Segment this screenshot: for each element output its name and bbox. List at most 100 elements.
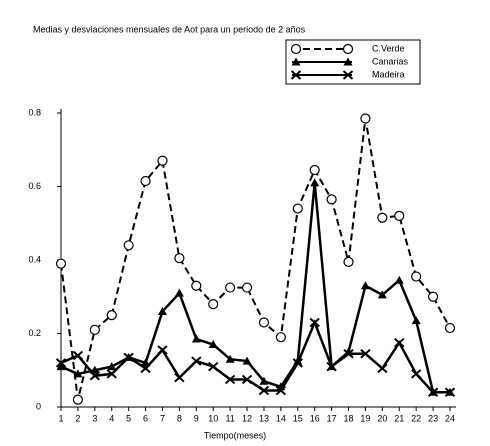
marker [174,288,184,297]
marker [427,387,439,398]
y-tick-label: 0.6 [28,181,41,191]
x-tick-label: 2 [75,413,80,423]
legend-label: C.Verde [372,43,405,53]
marker [106,369,117,379]
marker [55,258,67,269]
marker [444,322,456,334]
marker [326,361,337,372]
marker [377,363,388,374]
marker [411,271,422,282]
x-tick-label: 13 [259,413,269,423]
series-line [60,118,451,400]
x-tick-label: 20 [377,413,387,423]
marker [275,385,287,396]
marker [275,332,286,343]
x-axis-label: Tiempo(meses) [204,430,266,440]
marker [310,178,320,187]
marker [394,337,405,348]
marker [411,369,422,379]
marker [208,340,218,349]
marker [106,310,117,321]
marker [343,348,354,359]
x-tick-label: 21 [394,413,404,423]
marker [72,394,84,405]
x-tick-label: 6 [143,413,148,423]
y-tick-label: 0.4 [28,254,41,264]
marker [427,291,439,302]
marker [292,358,303,368]
marker [107,362,117,371]
marker [394,275,404,284]
x-tick-label: 18 [344,413,354,423]
marker [174,372,185,383]
x-tick-label: 1 [58,413,63,423]
x-tick-label: 14 [276,413,286,423]
marker [258,317,270,328]
x-tick-label: 8 [177,413,182,423]
marker [174,253,185,264]
marker [89,324,100,335]
marker [360,281,370,290]
marker [208,361,219,372]
marker [360,348,371,359]
marker [191,280,202,291]
marker [343,256,354,267]
x-tick-label: 15 [293,413,303,423]
x-tick-label: 23 [428,413,438,423]
marker [56,362,66,371]
x-tick-label: 3 [92,413,97,423]
legend-marker [290,70,302,80]
marker [157,155,168,166]
marker [140,175,151,187]
legend-marker [342,70,354,80]
y-tick-label: 0.8 [28,107,41,117]
marker [123,352,134,363]
x-tick-label: 10 [208,413,218,423]
marker [242,356,252,365]
x-tick-label: 24 [445,413,455,423]
y-tick-label: 0.2 [28,328,41,338]
x-tick-label: 22 [411,413,421,423]
marker [259,376,269,385]
legend-marker [343,57,353,66]
marker [73,369,83,378]
legend-label: Madeira [372,69,405,79]
x-tick-label: 7 [160,413,165,423]
chart-title: Medias y desviaciones mensuales de Aot p… [33,24,306,34]
marker [225,282,236,293]
x-tick-label: 5 [126,413,131,423]
marker [377,212,388,223]
marker [309,317,320,328]
marker [140,363,151,374]
marker [224,374,236,385]
marker [89,371,100,381]
x-tick-label: 9 [194,413,199,423]
x-tick-label: 17 [327,413,337,423]
legend-marker [342,43,354,55]
x-tick-label: 11 [225,413,234,423]
marker [157,306,167,315]
marker [309,164,320,176]
x-tick-label: 12 [242,413,252,423]
y-tick-label: 0 [36,401,41,411]
series-line [60,319,450,394]
marker [360,113,371,124]
marker [241,282,253,293]
legend-marker [291,57,301,66]
x-tick-label: 16 [310,413,320,423]
marker [208,299,219,310]
marker [72,350,84,361]
legend-marker [290,43,302,55]
marker [292,203,303,214]
marker [225,354,235,363]
marker [258,385,270,396]
marker [377,290,387,299]
marker [394,210,405,221]
x-tick-label: 4 [109,413,114,423]
marker [191,334,201,343]
legend-label: Canarias [372,56,409,66]
marker [444,387,456,398]
marker [411,316,421,325]
marker [157,345,168,355]
